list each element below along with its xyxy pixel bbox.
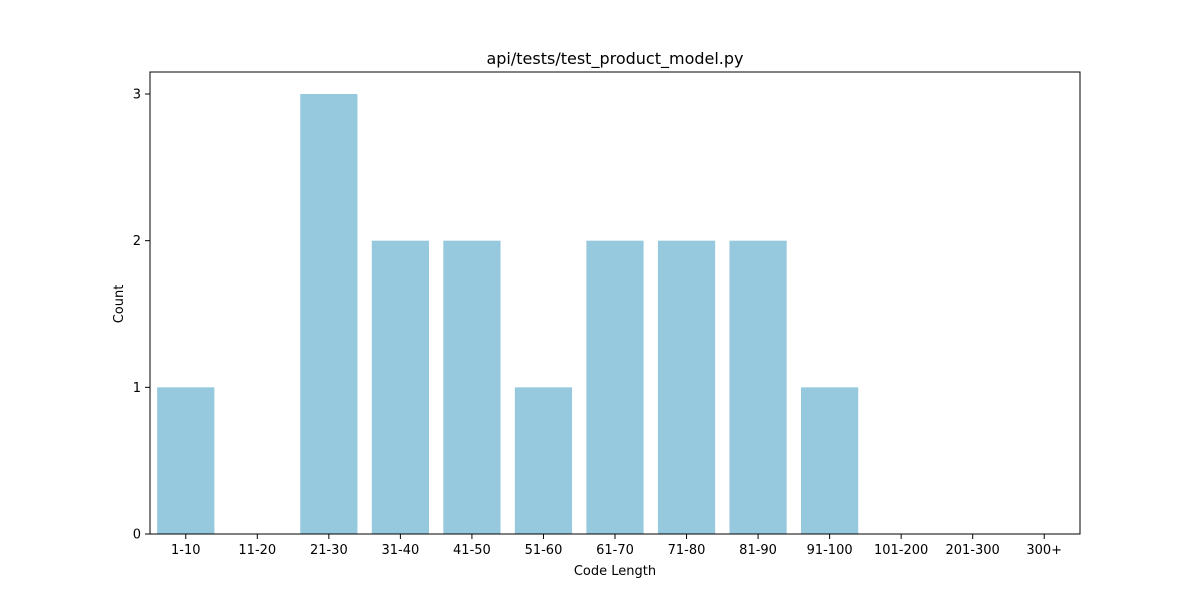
bars-group	[157, 94, 859, 534]
bar	[300, 94, 358, 534]
x-tick-label: 41-50	[453, 543, 491, 558]
x-tick-label: 101-200	[874, 543, 928, 558]
x-tick-label: 71-80	[668, 543, 706, 558]
bar	[801, 387, 859, 534]
y-tick-label: 2	[133, 234, 141, 249]
x-tick-label: 51-60	[525, 543, 563, 558]
y-tick-label: 0	[133, 528, 141, 543]
x-tick-label: 31-40	[381, 543, 419, 558]
x-tick-label: 21-30	[310, 543, 348, 558]
bar	[586, 240, 644, 534]
x-tick-label: 91-100	[807, 543, 853, 558]
plot-frame	[149, 71, 1081, 535]
x-axis-label: Code Length	[574, 564, 656, 579]
bar	[729, 240, 787, 534]
chart-title: api/tests/test_product_model.py	[486, 49, 743, 69]
x-ticks-group: 1-10 11-20 21-30 31-40 41-50 51-60 61-70 71-80 8…	[171, 534, 1062, 558]
x-tick-label: 11-20	[238, 543, 276, 558]
y-tick-label: 3	[133, 88, 141, 103]
x-tick-label: 300+	[1026, 543, 1062, 558]
x-tick-label: 61-70	[596, 543, 634, 558]
bar	[371, 240, 429, 534]
bar	[657, 240, 716, 534]
y-ticks-group: 0 1 2 3	[133, 88, 150, 543]
x-tick-label: 81-90	[739, 543, 777, 558]
x-tick-label: 1-10	[171, 543, 201, 558]
bar	[514, 387, 573, 534]
bar	[157, 387, 215, 534]
x-tick-label: 201-300	[946, 543, 1000, 558]
bar	[443, 240, 501, 534]
y-axis-label: Count	[112, 285, 127, 324]
y-tick-label: 1	[133, 381, 141, 396]
